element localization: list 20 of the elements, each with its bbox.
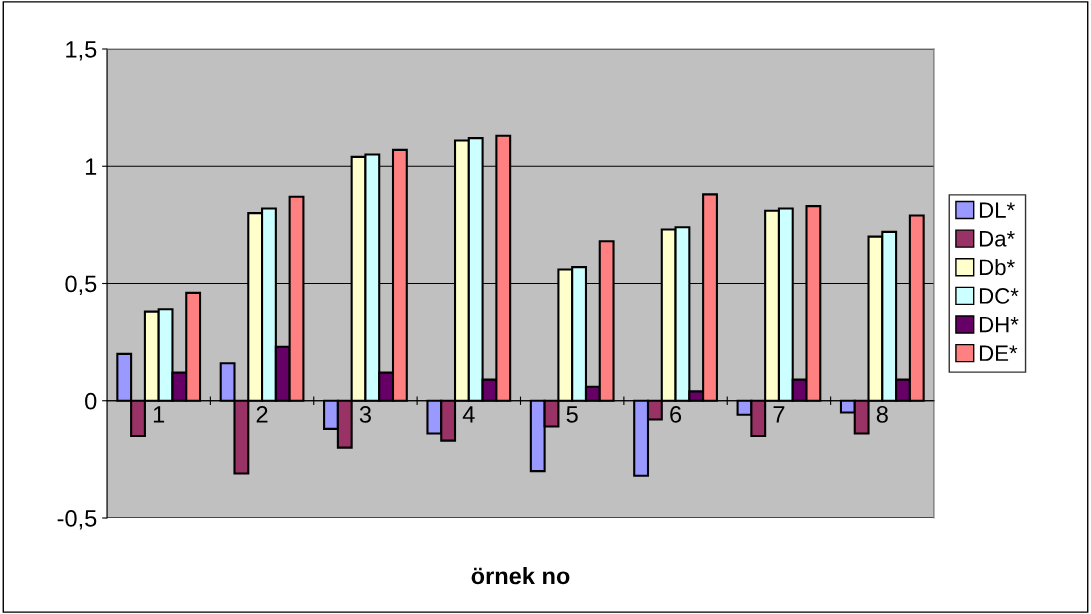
x-tick-label: 2 (256, 406, 268, 423)
x-tick-label: 6 (670, 406, 682, 423)
y-tick-label: -0,5 (57, 510, 97, 530)
y-tick-label: 1 (85, 158, 97, 175)
legend-label: DH* (979, 316, 1019, 333)
x-tick-label: 1 (153, 406, 165, 423)
legend-label: DE* (979, 345, 1018, 361)
x-tick-label: 4 (462, 406, 475, 423)
x-tick-label: 8 (876, 406, 888, 423)
x-tick-label: 7 (773, 406, 785, 423)
legend-label: Db* (979, 258, 1015, 276)
x-tick-label: 3 (359, 406, 371, 423)
legend-label: DL* (979, 202, 1015, 218)
y-tick-label: 1,5 (66, 41, 97, 61)
x-tick-label: 5 (566, 406, 578, 423)
legend-label: DC* (979, 288, 1019, 304)
legend-label: Da* (979, 231, 1015, 247)
y-tick-label: 0,5 (65, 275, 97, 296)
x-axis-title: örnek no (471, 566, 570, 585)
y-tick-label: 0 (85, 392, 97, 410)
